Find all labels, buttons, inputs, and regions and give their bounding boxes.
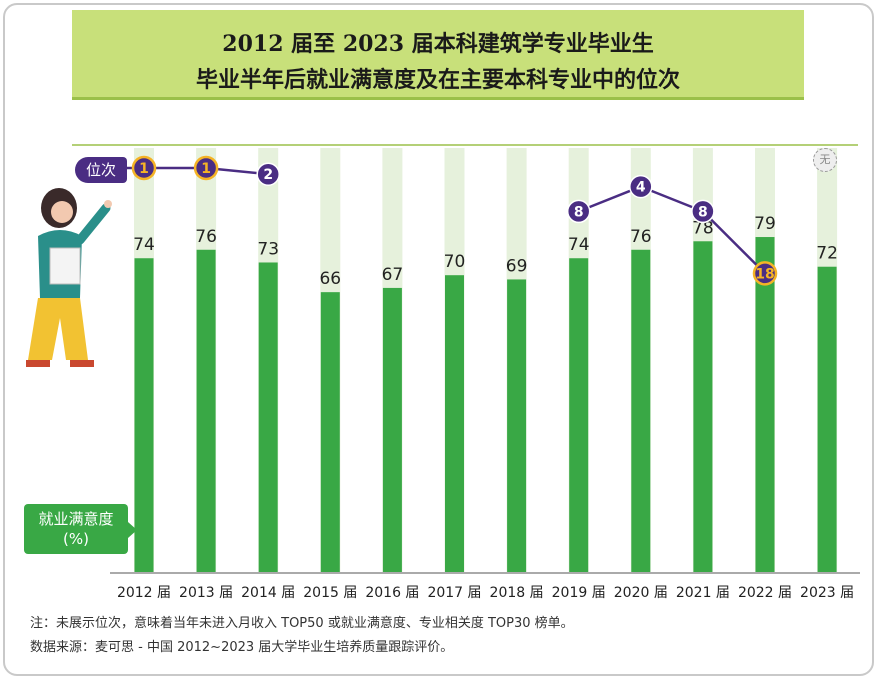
x-tick-label: 2019 届	[552, 585, 606, 601]
x-tick-label: 2021 届	[676, 585, 730, 601]
bar	[382, 287, 402, 572]
chart-title-line1: 2012 届至 2023 届本科建筑学专业毕业生	[222, 31, 654, 57]
bar	[196, 249, 216, 572]
rank-point-label: 4	[636, 180, 646, 196]
bar-value-label: 69	[506, 256, 528, 276]
bar	[258, 262, 278, 572]
bar-value-label: 74	[568, 235, 590, 255]
bar-value-label: 72	[816, 244, 838, 264]
x-tick-label: 2016 届	[365, 585, 419, 601]
chart-frame	[3, 3, 874, 676]
x-tick-label: 2014 届	[241, 585, 295, 601]
bar-value-label: 73	[257, 239, 279, 259]
rank-point-label: 18	[755, 266, 774, 282]
x-tick-label: 2015 届	[303, 585, 357, 601]
bar	[320, 292, 340, 572]
bar	[817, 266, 837, 572]
bar	[507, 279, 527, 572]
rank-point-label: 8	[698, 204, 708, 220]
rank-point-label: 2	[263, 167, 273, 183]
rank-tag: 位次	[75, 157, 127, 183]
satisfaction-tag-line2: (%)	[63, 530, 89, 548]
rank-point	[193, 155, 219, 181]
satisfaction-axis-tag: 就业满意度 (%)	[24, 504, 128, 554]
title-banner: 2012 届至 2023 届本科建筑学专业毕业生 毕业半年后就业满意度及在主要本…	[72, 10, 804, 100]
bar	[755, 237, 775, 573]
x-tick-label: 2020 届	[614, 585, 668, 601]
footnote: 注：未展示位次，意味着当年未进入月收入 TOP50 或就业满意度、专业相关度 T…	[30, 616, 574, 631]
rank-point	[629, 174, 653, 199]
rank-point-label: 8	[574, 204, 584, 220]
bar-value-label: 78	[692, 218, 714, 238]
bar	[631, 249, 651, 572]
bar	[693, 241, 713, 572]
x-tick-label: 2022 届	[738, 585, 792, 601]
rank-point	[691, 199, 715, 224]
data-source: 数据来源：麦可思 - 中国 2012~2023 届大学毕业生培养质量跟踪评价。	[30, 640, 454, 655]
bar-value-label: 74	[133, 235, 155, 255]
bar-value-label: 70	[444, 252, 466, 272]
bar-value-label: 67	[382, 265, 404, 285]
satisfaction-tag-line1: 就业满意度	[38, 510, 114, 528]
x-tick-label: 2013 届	[179, 585, 233, 601]
bar	[569, 258, 589, 572]
rank-point	[752, 261, 778, 286]
x-tick-label: 2017 届	[427, 585, 481, 601]
rank-point-label: 1	[139, 161, 149, 177]
presenter-illustration-icon	[26, 188, 112, 367]
satisfaction-tag-arrow	[128, 522, 137, 538]
bar-value-label: 76	[195, 227, 217, 247]
chart-title-line2: 毕业半年后就业满意度及在主要本科专业中的位次	[195, 67, 680, 93]
bar-value-label: 66	[319, 269, 341, 289]
bar-value-label: 76	[630, 227, 652, 247]
rank-point	[566, 199, 591, 224]
corner-badge-icon: 无	[813, 148, 837, 172]
bar	[445, 275, 464, 572]
x-tick-label: 2018 届	[490, 585, 544, 601]
bar-value-label: 79	[754, 214, 776, 234]
bar	[134, 258, 154, 572]
x-tick-label: 2012 届	[117, 585, 171, 601]
rank-point	[131, 155, 157, 181]
x-tick-label: 2023 届	[800, 585, 854, 601]
rank-point-label: 1	[201, 161, 211, 177]
rank-point	[256, 162, 280, 186]
rank-line-segment	[702, 210, 766, 275]
